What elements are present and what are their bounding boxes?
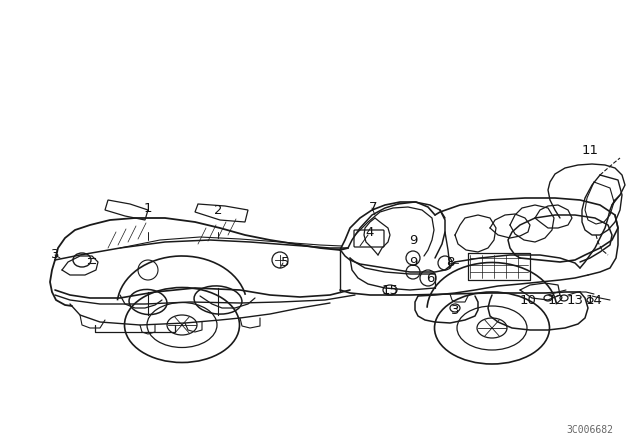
Text: 1: 1 bbox=[144, 202, 152, 215]
Text: 3: 3 bbox=[51, 249, 60, 262]
Text: 9: 9 bbox=[409, 233, 417, 246]
Text: 14: 14 bbox=[586, 293, 602, 306]
Text: 2: 2 bbox=[214, 203, 222, 216]
Text: 8: 8 bbox=[446, 255, 454, 268]
Text: 6: 6 bbox=[426, 271, 434, 284]
Text: 3: 3 bbox=[451, 303, 460, 316]
Text: 11: 11 bbox=[582, 143, 598, 156]
Text: 12: 12 bbox=[547, 293, 564, 306]
Text: 13: 13 bbox=[566, 293, 584, 306]
Text: 4: 4 bbox=[366, 225, 374, 238]
Text: 7: 7 bbox=[369, 201, 377, 214]
Text: 3C006682: 3C006682 bbox=[566, 425, 614, 435]
Text: 10: 10 bbox=[520, 293, 536, 306]
Text: 15: 15 bbox=[381, 284, 399, 297]
Text: 9: 9 bbox=[409, 255, 417, 268]
Text: 5: 5 bbox=[281, 255, 289, 268]
